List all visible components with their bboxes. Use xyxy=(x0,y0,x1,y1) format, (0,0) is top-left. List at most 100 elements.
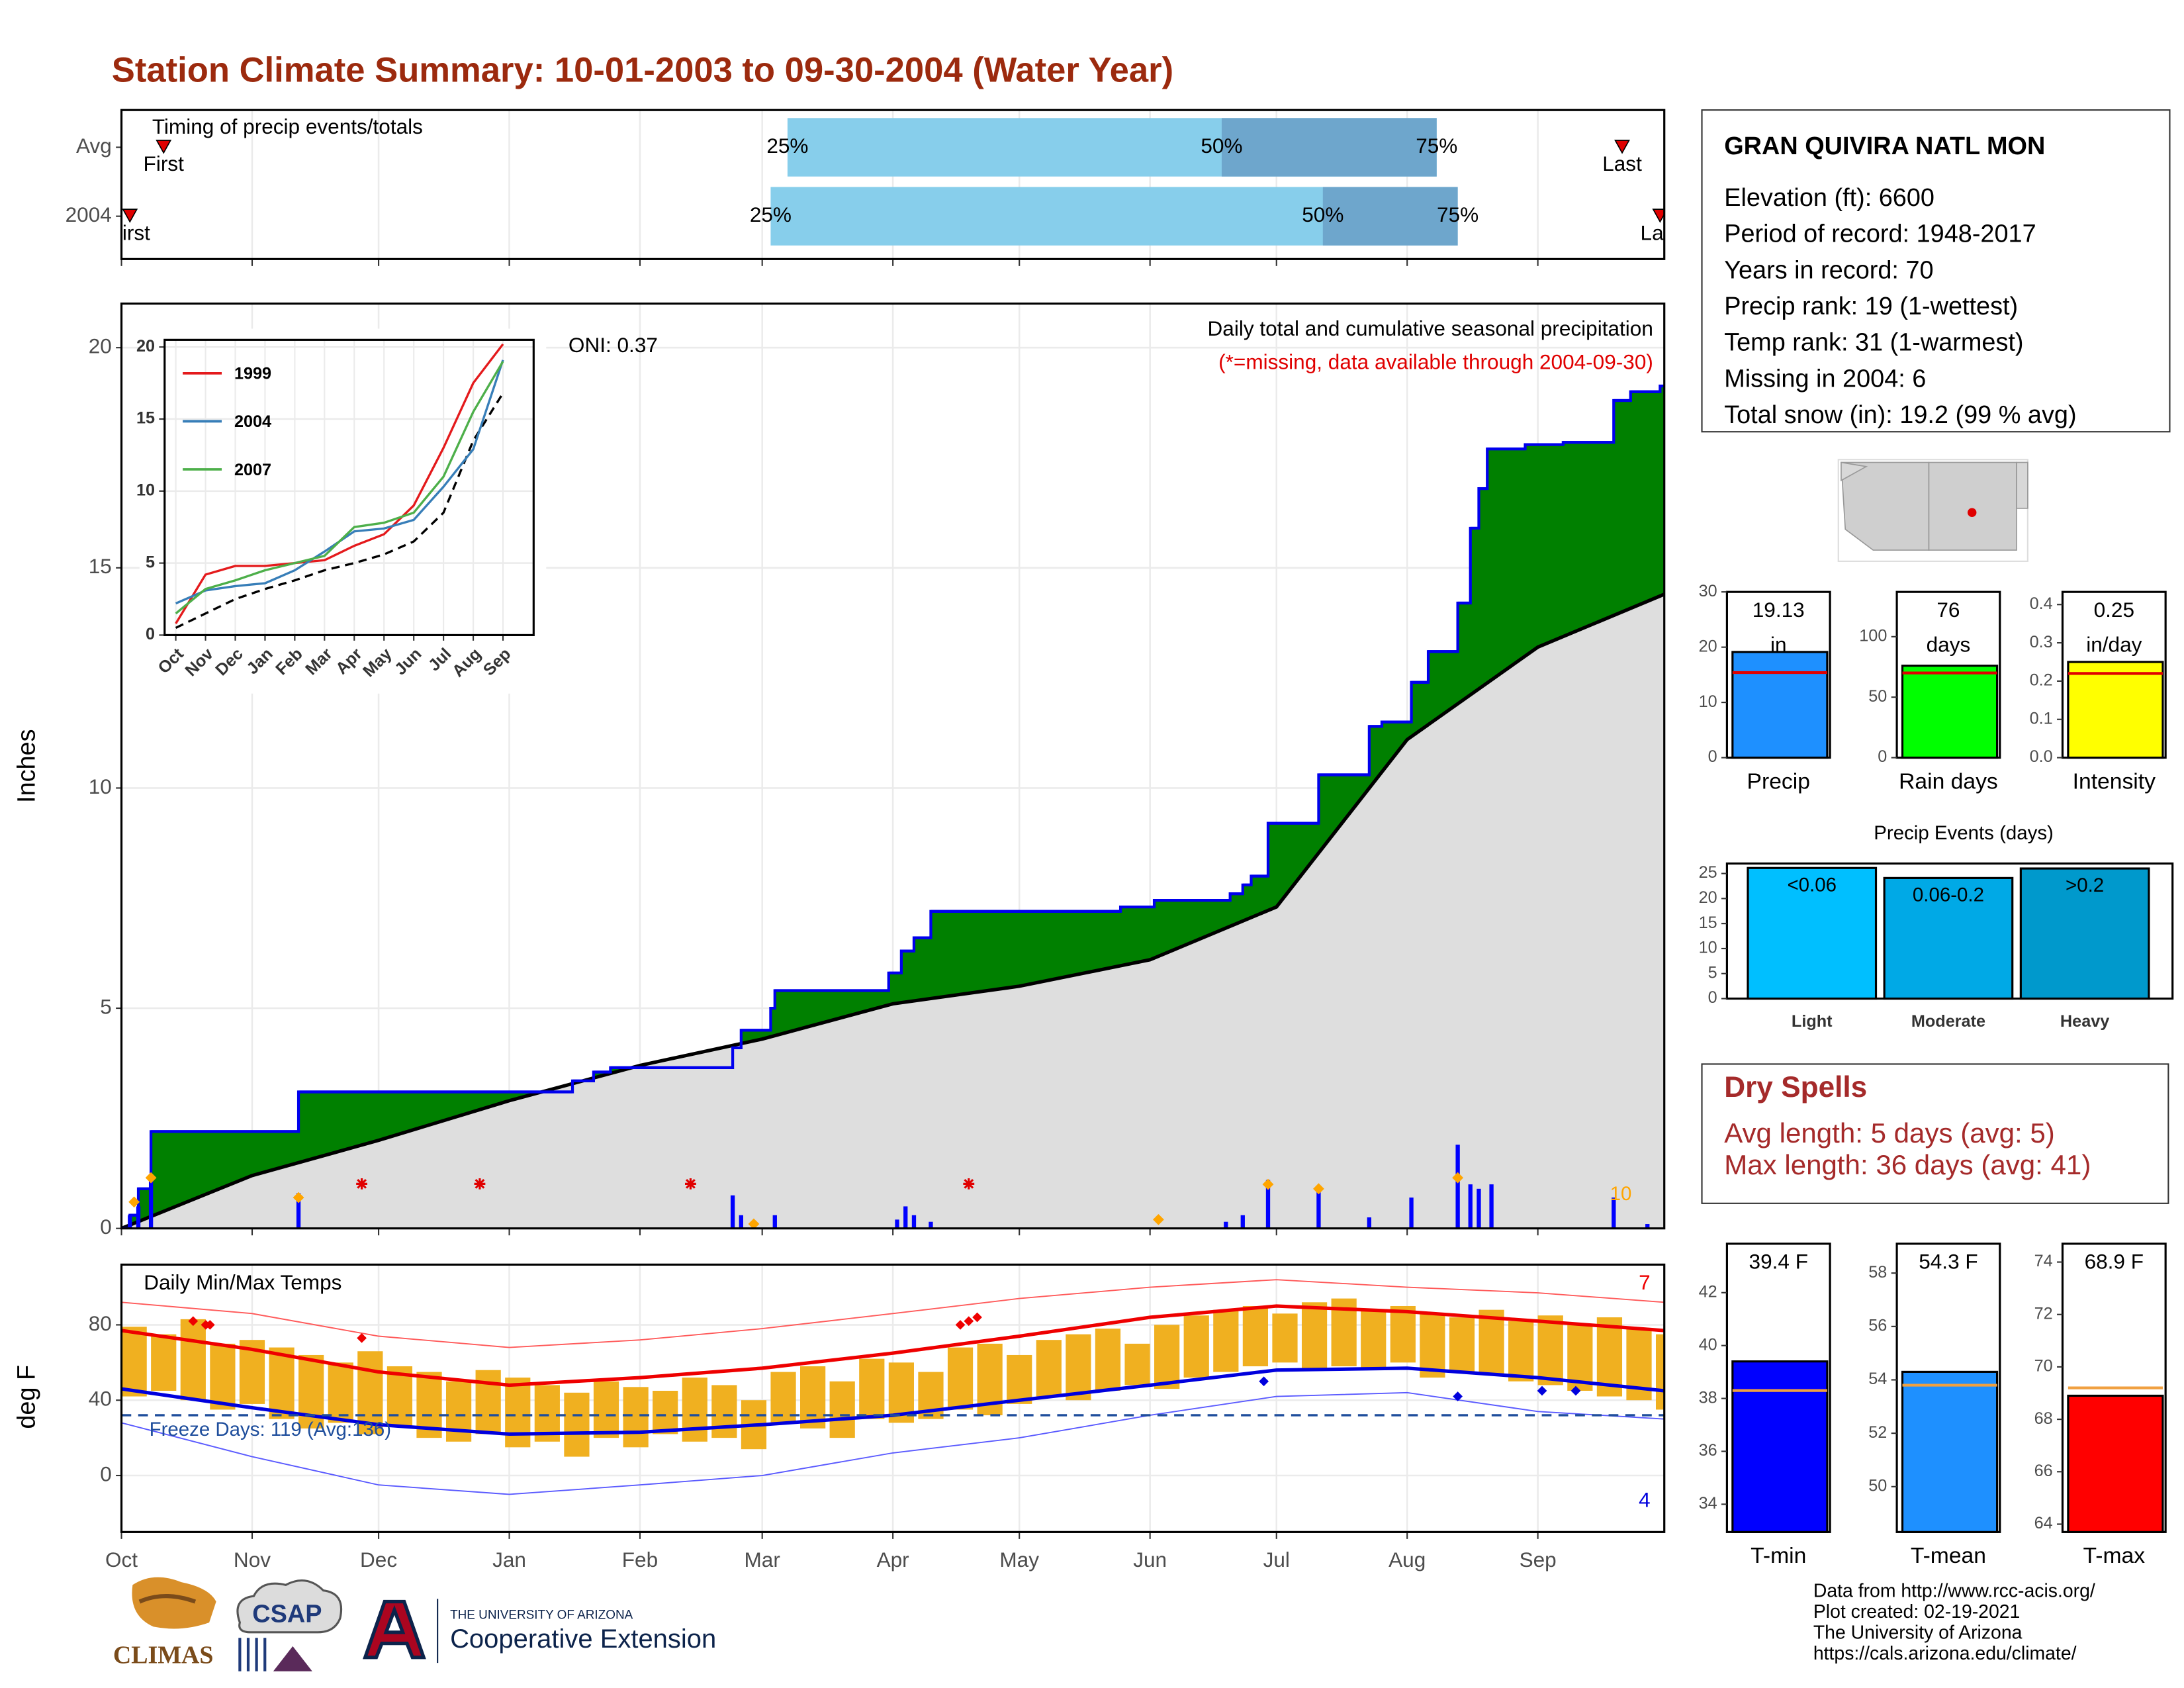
daily-bar xyxy=(1240,1215,1245,1229)
y-tick-label: 0 xyxy=(1708,988,1717,1007)
snow-marker xyxy=(145,1172,157,1184)
y-axis-title: deg F xyxy=(13,1365,41,1429)
freeze-label: Freeze Days: 119 (Avg:136) xyxy=(150,1419,391,1440)
plot-frame xyxy=(163,338,535,636)
credit-line: Data from http://www.rcc-acis.org/ xyxy=(1813,1580,2095,1601)
plot-frame xyxy=(120,1263,1666,1533)
average-line xyxy=(121,592,1664,1229)
logo-shape xyxy=(273,1646,312,1671)
temp-bar xyxy=(269,1347,295,1419)
bar xyxy=(1731,1360,1829,1533)
y-tick-label: 50 xyxy=(1868,1476,1887,1495)
y-tick-label: 100 xyxy=(1859,626,1887,645)
y-tick-label: Avg xyxy=(76,134,112,158)
y-tick-label: 0.1 xyxy=(2030,709,2053,727)
logo-shape xyxy=(138,1593,197,1604)
y-tick-label: 0 xyxy=(1708,747,1717,766)
daily-bar xyxy=(929,1221,933,1229)
y-tick-label: 70 xyxy=(2034,1357,2053,1376)
record-low-line xyxy=(121,1391,1664,1495)
bar-label: <0.06 xyxy=(1787,874,1837,896)
daily-bar xyxy=(895,1219,899,1229)
temp-bar xyxy=(593,1381,619,1438)
temp-bar xyxy=(859,1358,885,1419)
bar-label: 0.06-0.2 xyxy=(1913,884,1984,906)
y-tick-label: 2004 xyxy=(66,203,112,226)
record-marker xyxy=(1259,1376,1269,1387)
logo-text: THE UNIVERSITY OF ARIZONA xyxy=(450,1609,633,1622)
map-state xyxy=(2016,461,2028,509)
average-area xyxy=(121,594,1664,1229)
daily-bar xyxy=(772,1215,777,1229)
y-tick-label: 0 xyxy=(100,1215,112,1239)
csap-logo: CSAP xyxy=(236,1579,343,1671)
oni-label: ONI: 0.37 xyxy=(569,333,658,357)
y-tick-label: 52 xyxy=(1868,1423,1887,1442)
daily-bar xyxy=(296,1193,301,1229)
daily-bar xyxy=(1265,1180,1271,1229)
station-line: Total snow (in): 19.2 (99 % avg) xyxy=(1724,401,2076,429)
temp-bar xyxy=(1420,1313,1445,1378)
value-label: 0.25 in/day xyxy=(2086,598,2142,658)
credit-line: Plot created: 02-19-2021 xyxy=(1813,1601,2021,1622)
y-tick-label: 10 xyxy=(136,481,155,499)
temp-bar xyxy=(1036,1340,1062,1397)
avg-max-line xyxy=(121,1304,1664,1387)
temp-bar xyxy=(357,1351,383,1434)
station-line: Precip rank: 19 (1-wettest) xyxy=(1724,293,2018,320)
dry-spells-line: Avg length: 5 days (avg: 5) xyxy=(1724,1117,2055,1149)
y-tick-label: 25 xyxy=(1699,863,1717,882)
daily-bar xyxy=(128,1215,132,1229)
missing-marker xyxy=(356,1178,368,1190)
temp-bar xyxy=(1124,1343,1150,1385)
annotation: Daily total and cumulative seasonal prec… xyxy=(1208,316,1653,340)
x-tick-label: Rain days xyxy=(1899,769,1998,794)
y-tick-label: 15 xyxy=(89,554,112,578)
event-marker xyxy=(156,140,172,154)
value-label-box: 54.3 F xyxy=(1919,1250,1978,1275)
logo-shape xyxy=(238,1638,267,1671)
temp-bar xyxy=(653,1390,678,1434)
temp-bar xyxy=(1301,1302,1328,1370)
record-marker xyxy=(188,1316,199,1327)
x-tick-label: Nov xyxy=(234,1548,271,1571)
logo-shape xyxy=(236,1579,343,1634)
climas-logo: CLIMAS xyxy=(113,1577,216,1669)
temp-bar xyxy=(1213,1309,1239,1372)
temp-bar xyxy=(151,1334,177,1391)
bar xyxy=(1731,651,1829,759)
series-line xyxy=(175,343,504,624)
y-tick-label: 34 xyxy=(1699,1494,1717,1513)
credit-line: https://cals.arizona.edu/climate/ xyxy=(1813,1643,2077,1664)
daily-bar xyxy=(739,1215,743,1229)
temp-bar xyxy=(711,1385,737,1438)
daily-bar xyxy=(1612,1197,1616,1229)
median-bar xyxy=(1322,187,1458,246)
x-tick-label: T-max xyxy=(2083,1544,2146,1568)
y-tick-label: 10 xyxy=(89,774,112,798)
bar xyxy=(2067,1394,2164,1533)
y-tick-label: 50 xyxy=(1868,687,1887,706)
y-tick-label: 0.3 xyxy=(2030,633,2053,651)
temp-bar xyxy=(1508,1321,1534,1382)
median-bar xyxy=(1221,118,1437,177)
station-line: Missing in 2004: 6 xyxy=(1724,365,1926,393)
plot-frame xyxy=(120,303,1666,1230)
x-tick-label: Light xyxy=(1792,1012,1833,1031)
temp-bar xyxy=(1272,1313,1298,1363)
y-tick-label: 36 xyxy=(1699,1441,1717,1460)
y-tick-label: 38 xyxy=(1699,1388,1717,1407)
value-label: 68.9 F xyxy=(2084,1250,2144,1275)
daily-bar xyxy=(911,1215,917,1229)
temp-bar xyxy=(210,1343,236,1410)
value-label-box: 76 days xyxy=(1927,599,1971,657)
y-tick-label: 66 xyxy=(2034,1462,2053,1480)
value-label: 54.3 F xyxy=(1919,1250,1978,1275)
chart-title: Precip Events (days) xyxy=(1874,822,2054,844)
chart-title: Daily Min/Max Temps xyxy=(144,1270,341,1294)
station-box xyxy=(1701,109,2171,433)
temp-bar xyxy=(1007,1354,1032,1404)
daily-bar xyxy=(1316,1188,1321,1229)
snow-marker xyxy=(1452,1172,1464,1184)
x-tick-label: Precip xyxy=(1747,769,1810,794)
